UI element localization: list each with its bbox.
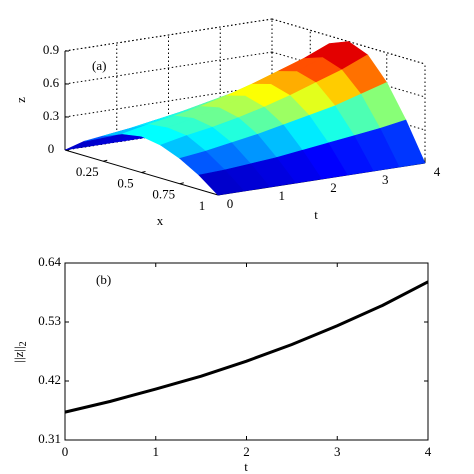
z-tick-label: 0.9 [43,42,59,57]
x-tick-label: 1 [153,444,160,459]
t-axis-label: t [314,207,318,222]
x-tick-label: 4 [425,444,432,459]
x-axis [64,149,219,196]
grid-line [64,51,273,85]
y-axis-label-subscript: 2 [18,341,29,346]
x-axis-label: x [157,213,164,228]
x-axis-label: t [244,459,248,474]
z-axis-label: z [13,97,28,103]
z-tick-label: 0.3 [43,108,59,123]
x-tick-label: 0.5 [117,175,133,190]
z-tick-label: 0.6 [43,75,60,90]
y-tick-label: 0.31 [38,431,61,446]
x-tick-label: 0.25 [76,164,99,179]
panel-label: (a) [92,58,106,73]
surface-patch [198,169,245,196]
x-tick-label: 1 [199,198,206,213]
y-tick-label: 0.53 [38,313,61,328]
x-tick-label: 3 [334,444,341,459]
t-tick-label: 3 [382,172,389,187]
plot-frame [64,262,429,441]
t-tick-label: 1 [279,188,286,203]
t-tick-label: 0 [227,196,234,211]
y-tick-label: 0.64 [38,254,61,269]
x-tick-label: 0.75 [152,187,175,202]
grid-line [64,18,273,52]
y-axis-label: ||z||2 [11,341,29,362]
grid-line [271,18,426,65]
panel-label: (b) [96,272,111,287]
t-tick-label: 4 [434,164,441,179]
grid-line [271,51,426,98]
x-tick-label: 2 [243,444,250,459]
data-line [64,280,429,414]
t-tick-label: 2 [330,180,337,195]
y-axis-label-main: ||z|| [11,346,26,362]
y-tick-label: 0.42 [38,372,61,387]
x-tick-label: 0 [62,444,69,459]
z-tick-label: 0 [48,141,55,156]
